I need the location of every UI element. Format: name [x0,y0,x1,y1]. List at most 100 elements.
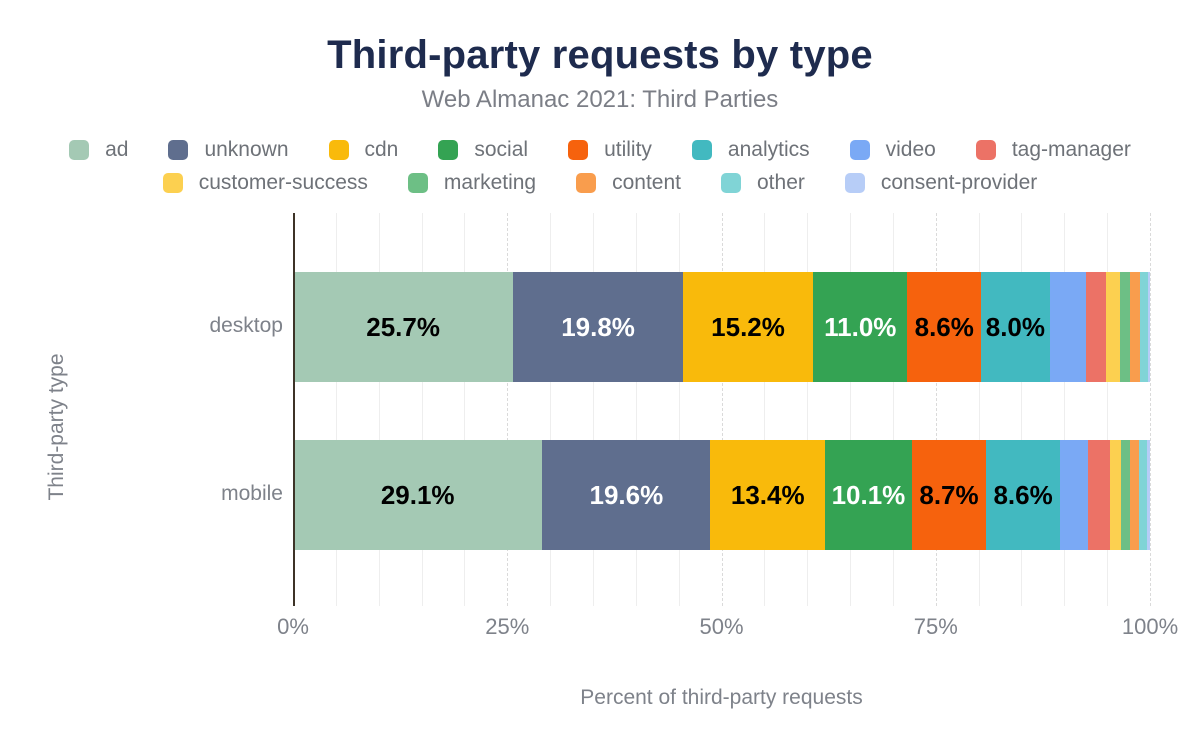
legend-swatch-unknown [168,140,189,160]
legend-swatch-content [576,173,597,193]
gridline-90 [1064,213,1066,606]
gridline-95 [1107,213,1109,606]
chart-subtitle: Web Almanac 2021: Third Parties [421,86,779,113]
x-tick-label-100: 100% [1121,614,1179,639]
gridline-65 [850,213,852,606]
legend: ad unknown cdn social utility analytics video t… [0,138,1200,195]
legend-swatch-social [438,140,459,160]
bar-segment-mobile-consent-provider[interactable] [1147,440,1150,550]
legend-item-analytics: analytics [691,138,810,162]
x-tick-label-50: 50% [699,614,744,639]
gridline-75 [935,213,937,606]
bar-segment-mobile-utility[interactable]: 8.7% [911,440,987,550]
gridline-80 [978,213,980,606]
legend-item-marketing: marketing [407,171,537,195]
legend-label-utility: utility [604,138,652,161]
plot-area: 25.7% 19.8% 15.2% 11.0% 8.6% 8.0% 29.1% 19.6% 1… [293,213,1151,606]
legend-label-content: content [612,171,681,194]
legend-item-consent-provider: consent-provider [844,171,1038,195]
gridline-5 [335,213,337,606]
legend-label-ad: ad [105,138,129,161]
legend-item-cdn: cdn [328,138,399,162]
legend-label-unknown: unknown [204,138,289,161]
gridline-20 [464,213,466,606]
legend-label-social: social [474,138,529,161]
legend-swatch-ad [69,140,90,160]
gridline-70 [892,213,894,606]
bar-segment-mobile-video[interactable] [1059,440,1089,550]
bar-segment-desktop-unknown[interactable]: 19.8% [513,272,683,382]
gridline-60 [807,213,809,606]
bar-segment-mobile-analytics[interactable]: 8.6% [986,440,1060,550]
gridline-10 [378,213,380,606]
legend-item-other: other [721,171,805,195]
bar-segment-desktop-analytics[interactable]: 8.0% [981,272,1050,382]
y-axis-title: Third-party type [45,353,68,501]
legend-swatch-other [721,173,741,193]
legend-item-video: video [849,138,936,162]
legend-item-social: social [438,138,528,162]
bar-segment-mobile-ad[interactable]: 29.1% [293,440,543,550]
legend-swatch-customer-success [162,173,183,193]
bar-segment-desktop-video[interactable] [1049,272,1086,382]
gridline-15 [421,213,423,606]
legend-label-consent-provider: consent-provider [880,171,1038,194]
legend-swatch-analytics [691,140,712,160]
bar-segment-mobile-other[interactable] [1138,440,1148,550]
legend-swatch-consent-provider [844,173,865,193]
bar-segment-mobile-content[interactable] [1130,440,1139,550]
segment-value-label: 8.0% [985,311,1046,342]
gridline-40 [635,213,637,606]
legend-label-cdn: cdn [364,138,399,161]
gridline-35 [592,213,594,606]
legend-item-ad: ad [69,138,128,162]
legend-label-analytics: analytics [727,138,810,161]
segment-value-label: 15.2% [711,311,785,342]
legend-swatch-video [849,140,870,160]
gridline-25 [507,213,509,606]
legend-swatch-utility [568,140,589,160]
bar-segment-desktop-other[interactable] [1139,272,1149,382]
legend-label-other: other [757,171,805,194]
bar-segment-desktop-customer-success[interactable] [1106,272,1120,382]
bar-segment-desktop-tag-manager[interactable] [1085,272,1107,382]
x-tick-labels: 0% 25% 50% 75% 100% [277,614,1178,642]
legend-item-customer-success: customer-success [162,171,368,195]
segment-value-label: 25.7% [366,311,440,342]
bar-segment-mobile-unknown[interactable]: 19.6% [542,440,711,550]
legend-label-customer-success: customer-success [198,171,368,194]
legend-swatch-cdn [328,140,349,160]
bar-row-mobile: 29.1% 19.6% 13.4% 10.1% 8.7% 8.6% [293,440,1150,550]
bar-segment-mobile-cdn[interactable]: 13.4% [710,440,826,550]
gridline-100 [1150,213,1151,606]
bar-segment-desktop-social[interactable]: 11.0% [813,272,908,382]
legend-item-tag-manager: tag-manager [975,138,1131,162]
y-axis-line [293,213,295,606]
segment-value-label: 19.8% [561,311,635,342]
segment-value-label: 19.6% [589,479,664,510]
category-label-desktop: desktop [209,314,283,337]
category-label-mobile: mobile [221,482,283,505]
legend-item-content: content [576,171,681,195]
legend-label-marketing: marketing [443,171,537,194]
bar-segment-mobile-marketing[interactable] [1120,440,1131,550]
gridline-50 [721,213,723,606]
bar-segment-mobile-tag-manager[interactable] [1088,440,1110,550]
segment-value-label: 8.6% [993,479,1053,510]
legend-row-2: customer-success marketing content other con… [162,171,1038,195]
x-tick-label-75: 75% [913,614,958,639]
segment-value-label: 10.1% [831,479,906,510]
bar-segment-mobile-customer-success[interactable] [1109,440,1121,550]
bar-segment-desktop-consent-provider[interactable] [1148,272,1150,382]
legend-swatch-tag-manager [975,140,996,160]
segment-value-label: 13.4% [730,479,805,510]
bar-segment-desktop-ad[interactable]: 25.7% [293,272,514,382]
bar-segment-mobile-social[interactable]: 10.1% [825,440,912,550]
bar-segment-desktop-cdn[interactable]: 15.2% [682,272,814,382]
bar-row-desktop: 25.7% 19.8% 15.2% 11.0% 8.6% 8.0% [293,272,1150,382]
bar-segment-desktop-content[interactable] [1130,272,1140,382]
bar-segment-desktop-marketing[interactable] [1119,272,1131,382]
segment-value-label: 29.1% [380,479,455,510]
bar-segment-desktop-utility[interactable]: 8.6% [907,272,982,382]
